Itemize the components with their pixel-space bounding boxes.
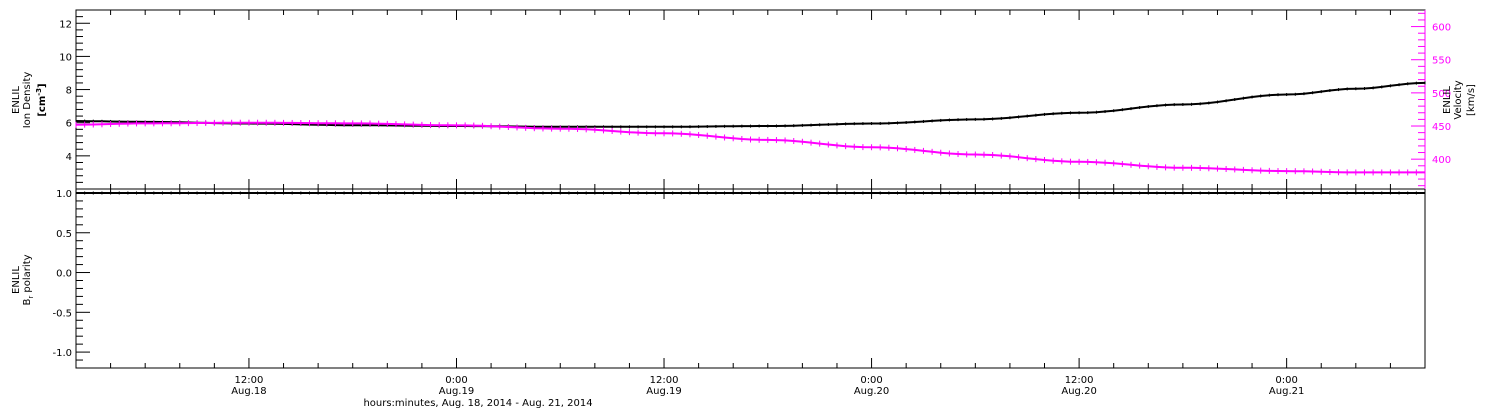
x-tick-time-label: 0:00: [1275, 375, 1297, 386]
bottom-left-y-tick-label: 0.0: [56, 269, 72, 280]
top-right-axis-title-line1: ENLIL: [1442, 86, 1453, 114]
x-tick-date-label: Aug.20: [1061, 386, 1096, 397]
top-left-y-tick-label: 8: [66, 86, 72, 97]
data-series: [75, 81, 1426, 195]
top-right-y-tick-label: 400: [1432, 155, 1451, 166]
top-right-y-tick-label: 450: [1432, 122, 1451, 133]
br-suffix: polarity: [22, 254, 33, 295]
x-tick-time-label: 0:00: [860, 375, 882, 386]
top-left-axis-title-line1: ENLIL: [11, 86, 22, 114]
x-tick-date-label: Aug.19: [646, 386, 681, 397]
velocity-series: [75, 121, 1425, 174]
bottom-left-y-tick-label: 0.5: [56, 229, 72, 240]
top-right-y-tick-label: 500: [1432, 89, 1451, 100]
bottom-left-axis-title-line1: ENLIL: [11, 266, 22, 294]
x-tick-date-label: Aug.18: [231, 386, 266, 397]
br-polarity-series-markers: [75, 191, 1426, 195]
plot-frames: [75, 9, 1426, 369]
unit-base: [cm: [37, 96, 48, 117]
unit-close: ]: [37, 83, 48, 88]
top-left-y-tick-label: 6: [66, 119, 72, 130]
bottom-panel-frame: [75, 188, 1426, 369]
top-right-y-tick-label: 600: [1432, 23, 1451, 34]
x-tick-time-label: 12:00: [1065, 375, 1094, 386]
velocity-series-markers: [75, 119, 1426, 176]
bottom-left-y-tick-label: 1.0: [56, 189, 72, 200]
br-label: B: [22, 299, 33, 306]
top-left-y-tick-label: 10: [59, 52, 72, 63]
top-left-axis-unit: [cm-3]: [35, 83, 48, 116]
x-tick-date-label: Aug.21: [1269, 386, 1304, 397]
top-right-axis-title-line2: Velocity: [1453, 80, 1464, 119]
axis-labels: 12:00Aug.180:00Aug.1912:00Aug.190:00Aug.…: [11, 19, 1477, 409]
br-subscript: r: [27, 296, 35, 299]
bottom-left-axis-title-line2: Br polarity: [22, 254, 35, 305]
x-tick-date-label: Aug.20: [854, 386, 889, 397]
ion-density-series-markers: [75, 81, 1426, 129]
x-axis-title: hours:minutes, Aug. 18, 2014 - Aug. 21, …: [363, 398, 592, 409]
x-tick-time-label: 12:00: [235, 375, 264, 386]
top-left-y-tick-label: 4: [66, 152, 72, 163]
x-tick-date-label: Aug.19: [439, 386, 474, 397]
bottom-left-y-tick-label: -1.0: [52, 348, 72, 359]
top-right-y-tick-label: 550: [1432, 56, 1451, 67]
bottom-left-y-tick-label: -0.5: [52, 308, 72, 319]
top-panel-frame: [75, 9, 1426, 190]
top-left-y-tick-label: 12: [59, 19, 72, 30]
top-right-axis-unit: [km/s]: [1466, 84, 1477, 116]
unit-superscript: -3: [35, 88, 43, 96]
x-tick-time-label: 0:00: [445, 375, 467, 386]
ion-density-series: [75, 81, 1426, 128]
x-tick-time-label: 12:00: [650, 375, 679, 386]
top-left-axis-title-line2: Ion Density: [22, 72, 33, 129]
